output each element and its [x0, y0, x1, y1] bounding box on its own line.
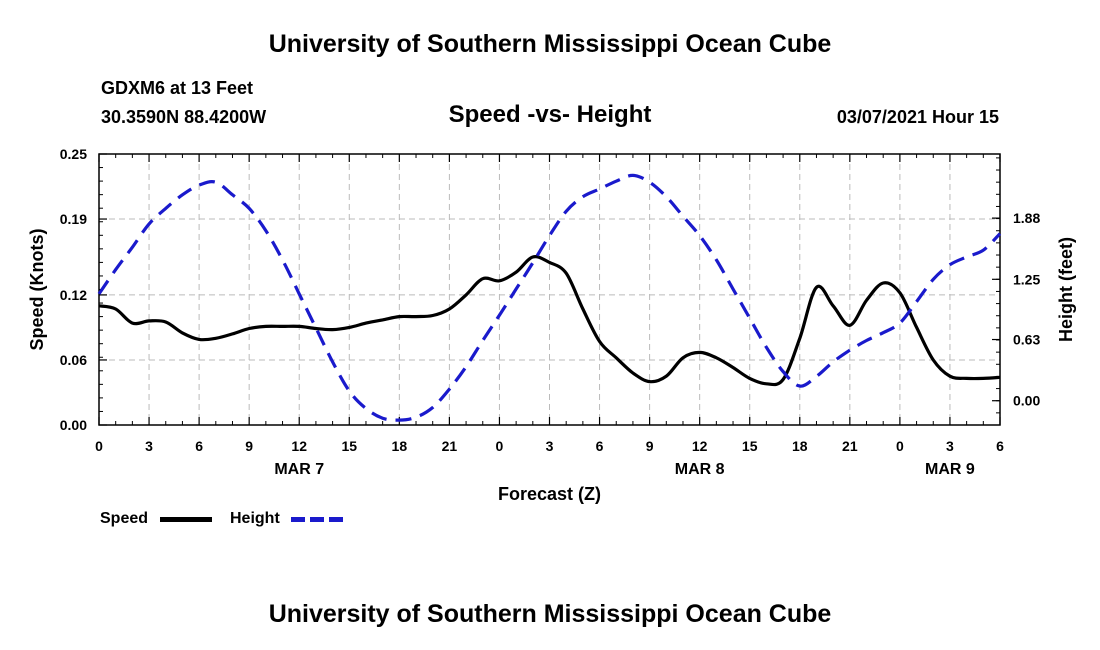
- x-axis-title: Forecast (Z): [498, 484, 601, 504]
- x-tick-label: 12: [291, 438, 307, 454]
- speed-series-line: [98, 255, 1001, 387]
- y-axis-title: Speed (Knots): [27, 228, 47, 350]
- chart-title: Speed -vs- Height: [448, 101, 652, 128]
- y2-tick-label: 0.63: [1013, 332, 1040, 348]
- x-tick-label: 15: [341, 438, 357, 454]
- legend-speed-label: Speed: [100, 510, 149, 527]
- y-tick-label: 0.00: [60, 417, 87, 433]
- x-tick-label: 12: [692, 438, 708, 454]
- page-title: University of Southern Mississippi Ocean…: [268, 30, 832, 58]
- y2-tick-label: 1.25: [1013, 271, 1040, 287]
- station-coordinates: 30.3590N 88.4200W: [101, 107, 267, 127]
- station-name: GDXM6 at 13 Feet: [101, 78, 254, 98]
- legend-speed-swatch: [160, 517, 212, 522]
- x-tick-label: 0: [896, 438, 904, 454]
- date-label: MAR 9: [925, 461, 975, 478]
- y-tick-label: 0.06: [60, 352, 87, 368]
- y2-tick-label: 0.00: [1013, 393, 1040, 409]
- x-tick-label: 6: [195, 438, 203, 454]
- y2-tick-label: 1.88: [1013, 210, 1040, 226]
- x-tick-label: 15: [742, 438, 758, 454]
- footer-title: University of Southern Mississippi Ocean…: [268, 600, 832, 628]
- date-label: MAR 8: [675, 461, 725, 478]
- x-tick-label: 18: [392, 438, 408, 454]
- x-tick-label: 21: [842, 438, 858, 454]
- forecast-timestamp: 03/07/2021 Hour 15: [836, 107, 999, 127]
- x-tick-label: 0: [496, 438, 504, 454]
- x-tick-label: 3: [946, 438, 954, 454]
- x-tick-label: 18: [792, 438, 808, 454]
- legend-height-label: Height: [230, 510, 280, 527]
- y-tick-label: 0.19: [60, 211, 87, 227]
- x-tick-label: 3: [145, 438, 153, 454]
- x-tick-label: 0: [95, 438, 103, 454]
- x-tick-label: 6: [996, 438, 1004, 454]
- y2-axis-title: Height (feet): [1056, 237, 1076, 342]
- x-tick-label: 9: [245, 438, 253, 454]
- height-series-line: [97, 173, 1002, 422]
- x-tick-label: 6: [596, 438, 604, 454]
- x-tick-label: 3: [546, 438, 554, 454]
- y-tick-label: 0.12: [60, 287, 87, 303]
- y-tick-label: 0.25: [60, 146, 87, 162]
- x-tick-label: 9: [646, 438, 654, 454]
- legend-height-swatch: [291, 517, 343, 522]
- x-tick-label: 21: [442, 438, 458, 454]
- date-label: MAR 7: [274, 461, 324, 478]
